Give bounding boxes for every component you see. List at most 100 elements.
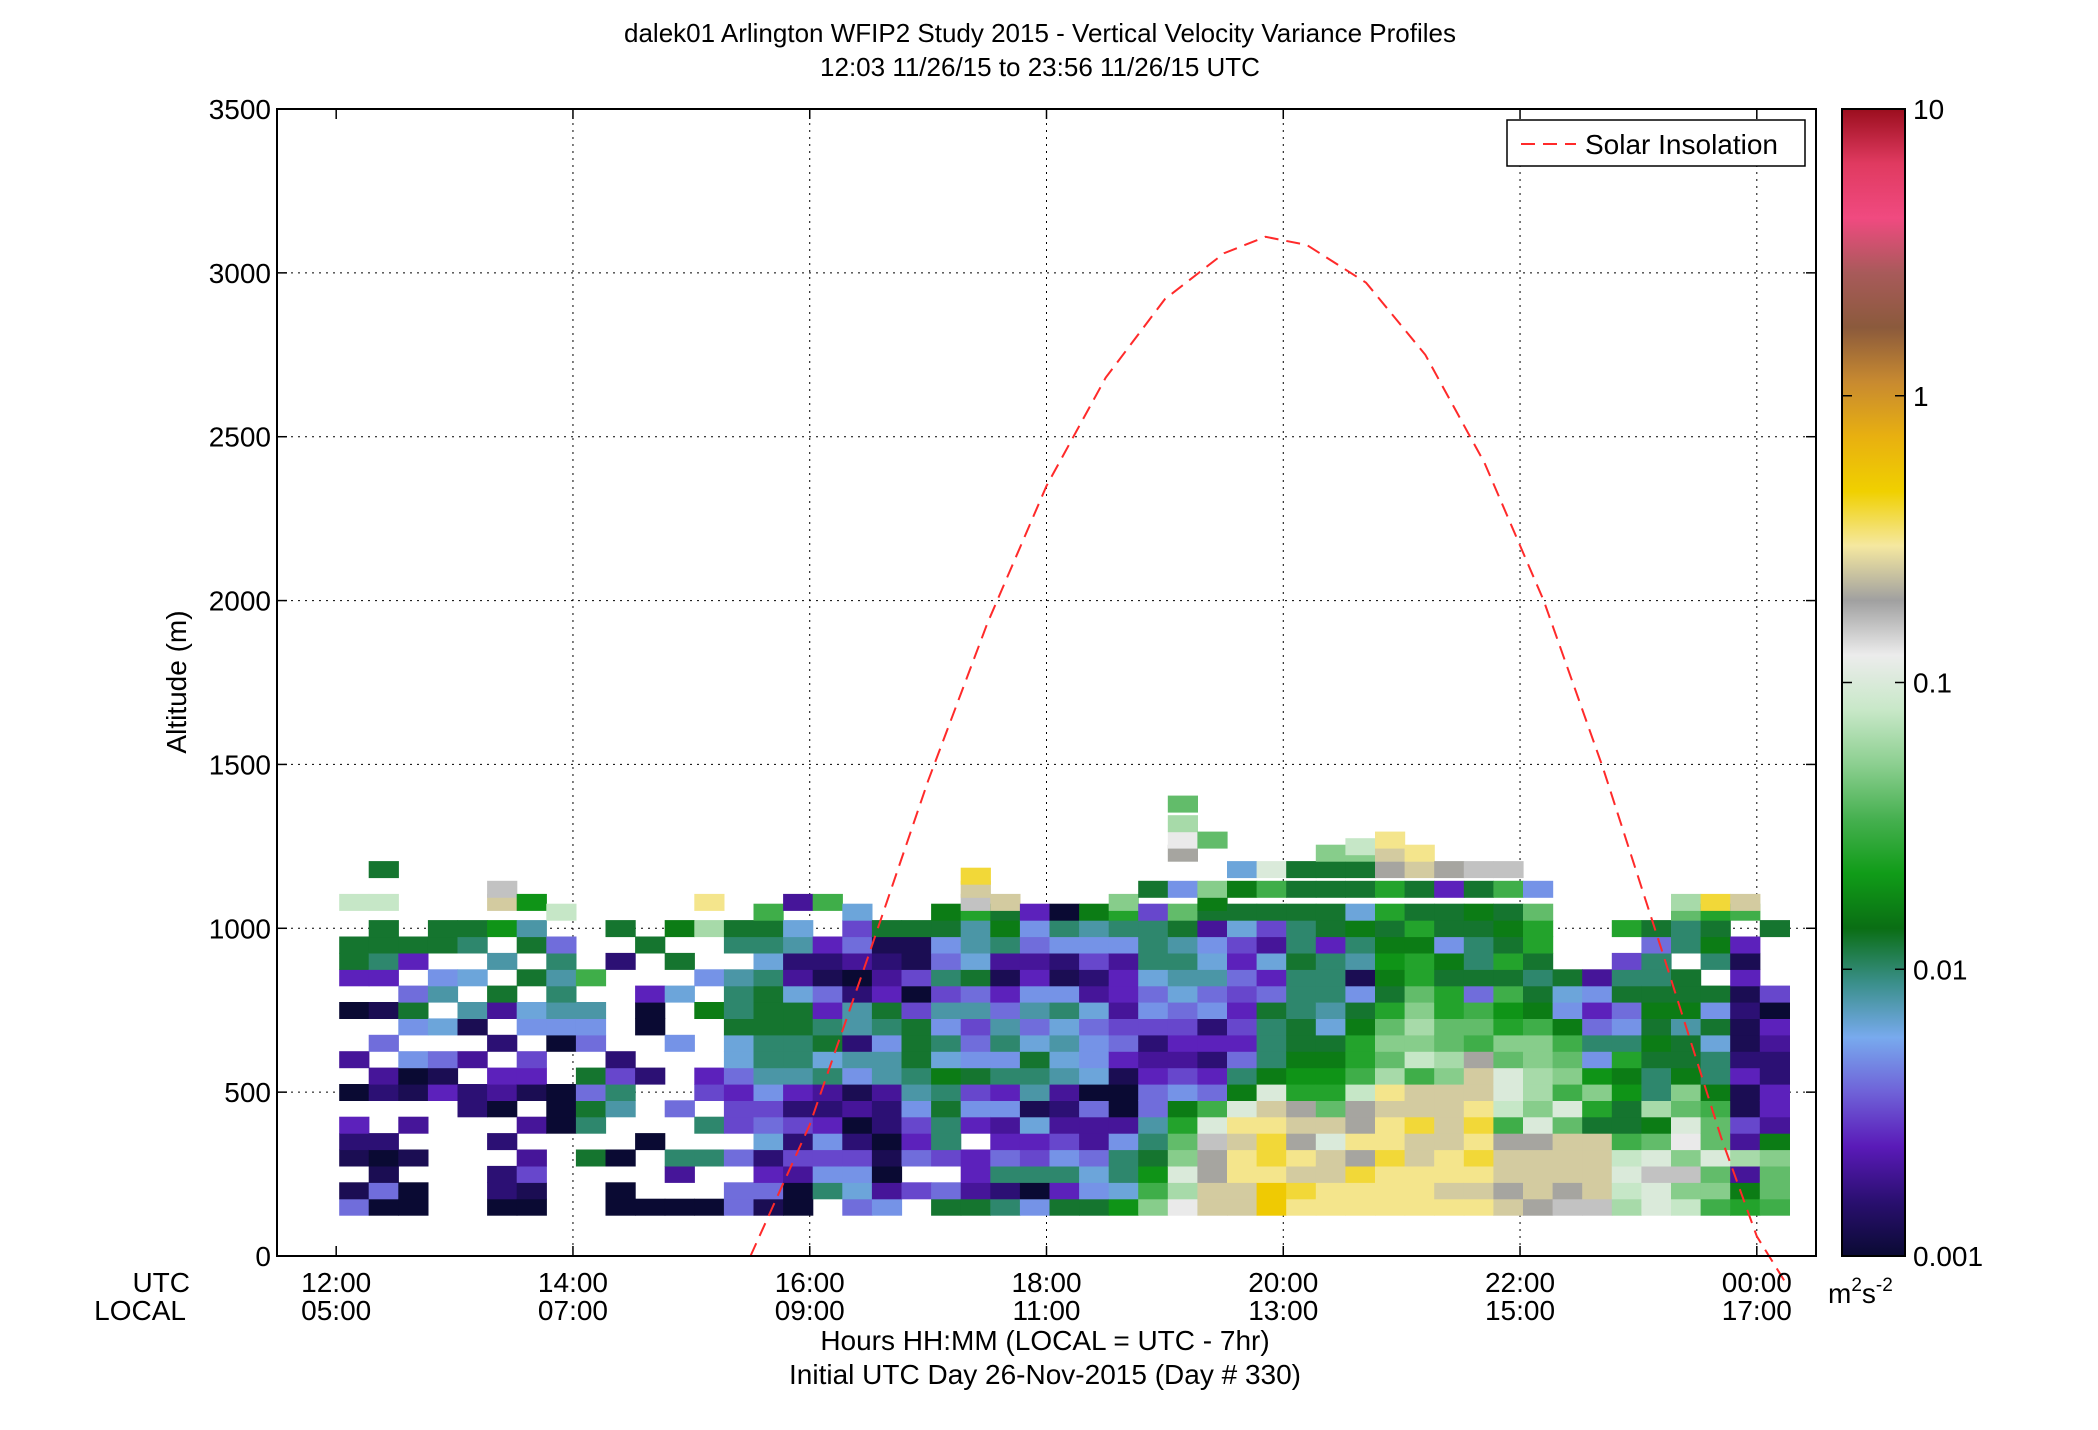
heatmap-cell [842,969,873,987]
heatmap-cell [1197,985,1228,1003]
heatmap-cell [783,1165,814,1183]
heatmap-cell [1138,1018,1169,1036]
heatmap-cell [783,1018,814,1036]
heatmap-cell [457,920,488,938]
heatmap-cell [1671,1165,1702,1183]
heatmap-cell [901,1133,932,1151]
heatmap-cell [1138,1116,1169,1134]
heatmap-cell [1700,985,1731,1003]
heatmap-cell [1019,1182,1051,1200]
heatmap-cell [842,1018,873,1036]
heatmap-cell [1167,969,1198,987]
heatmap-cell [1700,893,1731,911]
heatmap-cell [1493,920,1524,938]
heatmap-cell [871,1149,903,1167]
heatmap-cell [1315,1018,1346,1036]
heatmap-cell [1375,969,1406,987]
heatmap-cell [1138,936,1169,954]
heatmap-cell [1671,985,1702,1003]
heatmap-cell [1375,1002,1406,1019]
heatmap-cell [1079,969,1110,987]
heatmap-cell [931,1067,962,1085]
heatmap-cell [1256,1100,1287,1118]
heatmap-cell [1523,1165,1554,1183]
heatmap-cell [1079,936,1110,954]
heatmap-cell [339,1002,370,1019]
heatmap-cell [1167,1133,1198,1151]
heatmap-cell [1227,969,1258,987]
heatmap-cell [753,903,784,921]
heatmap-cell [1315,1182,1346,1200]
y-tick-label: 500 [224,1077,271,1108]
heatmap-cell [1108,1018,1139,1036]
heatmap-cell [1167,1116,1198,1134]
heatmap-cell [1049,903,1080,921]
heatmap-cell [1108,1067,1139,1085]
heatmap-cell [812,1084,843,1101]
heatmap-cell [1138,952,1169,970]
heatmap-cell [901,936,932,954]
heatmap-cell [635,1067,666,1085]
heatmap-cell [1345,861,1376,879]
heatmap-cell [1375,1165,1406,1183]
heatmap-cell [1375,1149,1406,1167]
heatmap-cell [1759,1165,1790,1183]
heatmap-cell [960,867,991,885]
heatmap-cell [1345,1084,1376,1101]
heatmap-cell [1375,952,1406,970]
heatmap-cell [368,1034,399,1052]
heatmap-cell [1700,1165,1731,1183]
heatmap-cell [990,1018,1021,1036]
heatmap-cell [960,1002,991,1019]
heatmap-cell [398,1002,429,1019]
colorbar-tick-label: 0.001 [1913,1241,1983,1272]
heatmap-cell [457,1018,488,1036]
y-tick-label: 2000 [209,586,271,617]
heatmap-cell [1286,1002,1317,1019]
heatmap-cell [1345,985,1376,1003]
heatmap-cell [1019,1067,1051,1085]
heatmap-cell [1493,1149,1524,1167]
heatmap-cell [1700,1067,1731,1085]
heatmap-cell [1108,1165,1139,1183]
heatmap-cell [1256,1018,1287,1036]
heatmap-cell [1227,1182,1258,1200]
heatmap-cell [753,1149,784,1167]
heatmap-cell [1286,1116,1317,1134]
heatmap-cell [1227,1084,1258,1101]
heatmap-cell [1227,1116,1258,1134]
heatmap-cell [1611,1165,1642,1183]
heatmap-cell [1256,1002,1287,1019]
heatmap-cell [1049,1116,1080,1134]
heatmap-cell [1345,1018,1376,1036]
heatmap-cell [1434,1018,1465,1036]
heatmap-cell [1345,969,1376,987]
heatmap-cell [1286,1165,1317,1183]
heatmap-cell [546,1100,577,1118]
heatmap-cell [1286,1034,1317,1052]
heatmap-cell [871,1067,903,1085]
heatmap-cell [605,1100,636,1118]
heatmap-cell [457,969,488,987]
heatmap-cell [1463,1182,1494,1200]
heatmap-cell [1434,1149,1465,1167]
heatmap-cell [1759,1116,1790,1134]
heatmap-cell [1404,1002,1435,1019]
heatmap-cell [871,1116,903,1134]
heatmap-cell [1019,1116,1051,1134]
heatmap-cell [1197,893,1228,911]
heatmap-cell [1671,1182,1702,1200]
heatmap-cell [1523,1002,1554,1019]
heatmap-cell [1197,1067,1228,1085]
heatmap-cell [990,1002,1021,1019]
heatmap-cell [1019,1133,1051,1151]
heatmap-cell [575,1084,607,1101]
heatmap-cell [1108,952,1139,970]
heatmap-cell [1730,936,1761,954]
heatmap-cell [1227,1002,1258,1019]
colorbar-tick-label: 0.1 [1913,668,1952,699]
heatmap-cell [546,1116,577,1134]
heatmap-cell [1404,880,1435,898]
heatmap-cell [1167,985,1198,1003]
heatmap-cell [990,1133,1021,1151]
